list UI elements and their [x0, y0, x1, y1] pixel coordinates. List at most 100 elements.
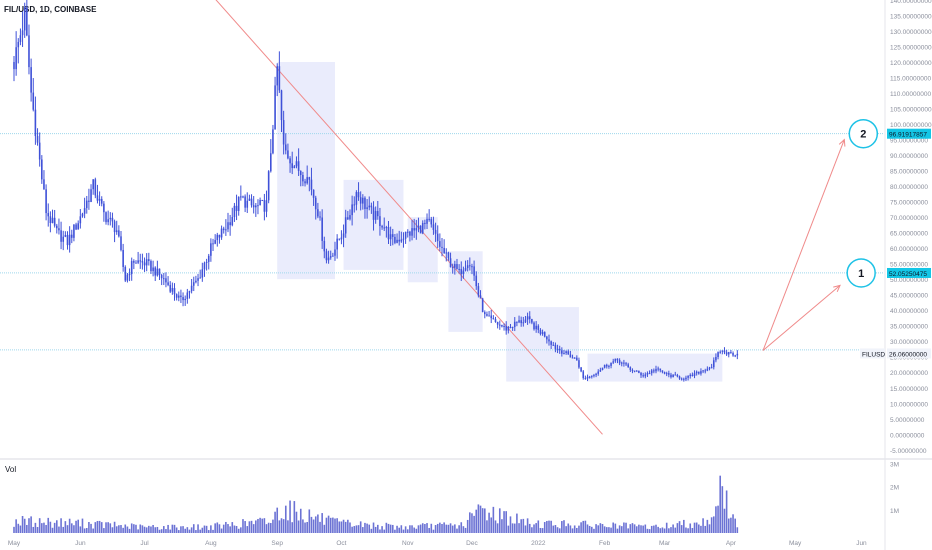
volume-bar: [552, 525, 555, 533]
candle-body: [576, 357, 578, 361]
volume-bar: [124, 524, 127, 533]
candle-body: [60, 230, 62, 242]
candle-body: [259, 199, 261, 206]
candle-body: [21, 30, 24, 36]
candle-body: [548, 339, 550, 342]
volume-bar: [640, 525, 642, 533]
volume-bar: [205, 525, 208, 533]
volume-bar: [717, 505, 719, 533]
volume-bar: [79, 526, 82, 533]
volume-bar: [56, 520, 58, 533]
candle-body: [210, 243, 212, 256]
candle-body: [261, 199, 264, 201]
volume-bar: [334, 518, 336, 533]
candle-body: [569, 354, 572, 358]
candle-body: [310, 179, 313, 190]
candle-body: [214, 240, 216, 244]
candle-body: [558, 348, 561, 351]
candle-body: [513, 321, 516, 327]
candle-body: [725, 352, 728, 355]
volume-bar: [325, 517, 328, 533]
candle-body: [383, 227, 386, 229]
candle-body: [614, 358, 617, 362]
volume-bar: [32, 526, 35, 533]
volume-bar: [683, 519, 685, 533]
candle-body: [47, 213, 50, 217]
volume-bar: [546, 520, 548, 533]
candle-body: [135, 262, 137, 264]
candle-body: [88, 200, 90, 202]
volume-bar: [539, 527, 542, 533]
price-tick-label: -5.00000000: [890, 448, 927, 455]
volume-bar: [338, 521, 341, 533]
candle-body: [145, 259, 148, 266]
time-tick-label: Mar: [659, 540, 671, 547]
volume-bar: [415, 528, 418, 533]
candle-body: [357, 192, 360, 198]
volume-bar: [449, 523, 452, 533]
candle-body: [708, 367, 711, 369]
time-tick-label: Jul: [140, 540, 149, 547]
price-tick-label: 50.00000000: [890, 277, 928, 284]
volume-bar: [695, 522, 698, 533]
candle-body: [411, 228, 413, 236]
candle-body: [477, 286, 480, 296]
projection-arrow: [762, 139, 845, 351]
volume-bar: [584, 520, 587, 533]
volume-bar: [432, 529, 435, 533]
candle-body: [676, 375, 679, 377]
volume-bar: [447, 524, 450, 533]
volume-bar: [509, 516, 512, 533]
volume-bar: [601, 524, 604, 533]
price-tick-label: 20.00000000: [890, 370, 928, 377]
candle-body: [344, 217, 347, 234]
volume-bar: [145, 527, 148, 533]
candle-body: [591, 375, 593, 377]
volume-bar: [171, 524, 174, 533]
candle-body: [595, 373, 597, 376]
price-tick-label: 45.00000000: [890, 293, 928, 300]
candle-body: [62, 236, 65, 242]
candle-body: [413, 228, 415, 231]
candle-body: [32, 92, 35, 110]
volume-bar: [406, 529, 409, 533]
volume-bar: [648, 529, 651, 533]
volume-bar: [710, 517, 713, 533]
target-number: 1: [858, 268, 864, 280]
candle-body: [15, 47, 17, 70]
candle-body: [715, 357, 717, 361]
candle-body: [580, 367, 582, 372]
candle-body: [381, 226, 383, 228]
candle-body: [306, 177, 308, 184]
volume-bar: [494, 520, 497, 533]
volume-bar: [17, 523, 20, 533]
candle-body: [293, 166, 296, 169]
target-1-price-tag: 52.05250475: [889, 271, 927, 278]
candle-body: [272, 129, 274, 154]
candle-body: [340, 237, 343, 240]
volume-bar: [359, 521, 362, 533]
candle-body: [610, 362, 612, 366]
volume-bar: [672, 524, 674, 533]
candle-body: [171, 288, 174, 292]
candle-body: [563, 353, 565, 355]
volume-bar: [541, 528, 544, 533]
candle-body: [43, 179, 45, 190]
volume-bar: [543, 522, 546, 533]
volume-bar: [169, 529, 172, 533]
volume-bar: [608, 527, 610, 533]
consolidation-zone: [506, 307, 579, 382]
price-tick-label: 135.00000000: [890, 14, 932, 21]
volume-bar: [623, 522, 625, 533]
candle-body: [501, 325, 503, 327]
time-tick-label: Aug: [205, 540, 217, 547]
candle-body: [539, 329, 542, 334]
candle-body: [56, 225, 58, 229]
volume-bar: [252, 524, 255, 533]
candle-body: [678, 376, 681, 379]
volume-bar: [137, 529, 139, 533]
candle-body: [655, 368, 657, 372]
candle-body: [216, 234, 219, 241]
candle-body: [721, 350, 724, 352]
